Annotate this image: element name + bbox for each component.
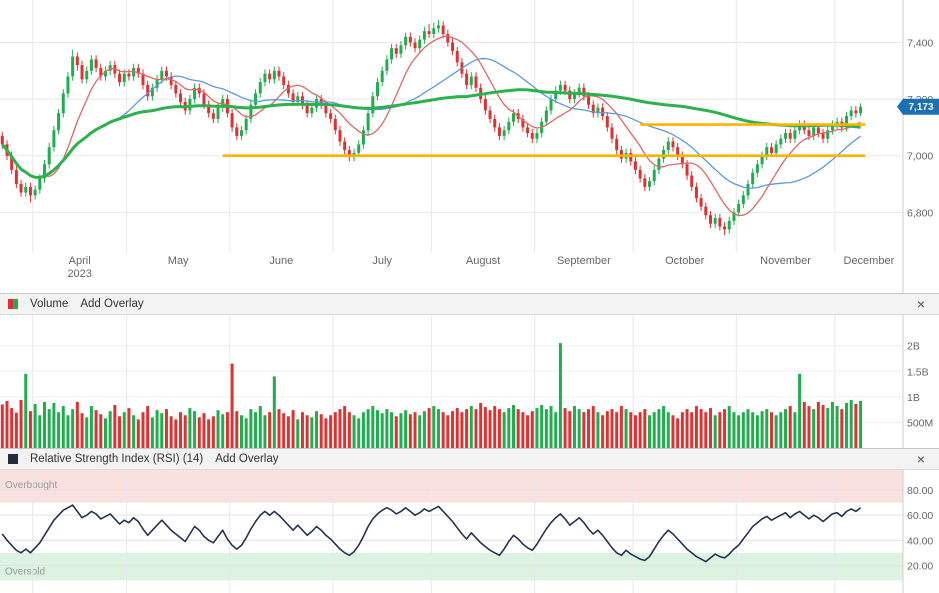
price-chart[interactable]: 7,4007,2007,0006,800April2023MayJuneJuly… xyxy=(0,0,939,293)
svg-text:20.00: 20.00 xyxy=(907,560,933,572)
svg-text:7,400: 7,400 xyxy=(907,37,933,49)
svg-text:500M: 500M xyxy=(907,417,933,429)
rsi-add-overlay-link[interactable]: Add Overlay xyxy=(215,453,279,465)
volume-panel-title: Volume xyxy=(30,298,69,310)
rsi-panel-header: Relative Strength Index (RSI) (14) Add O… xyxy=(0,448,939,470)
svg-text:1.5B: 1.5B xyxy=(907,366,929,378)
rsi-legend-icon xyxy=(8,454,18,464)
svg-text:6,800: 6,800 xyxy=(907,207,933,219)
svg-text:40.00: 40.00 xyxy=(907,535,933,547)
volume-chart[interactable]: 2B 1.5B 1B 500M xyxy=(0,315,939,448)
svg-text:May: May xyxy=(168,255,189,267)
svg-text:7,173: 7,173 xyxy=(908,102,933,113)
svg-text:November: November xyxy=(760,255,811,267)
rsi-chart[interactable]: Overbought Oversold 80.00 60.00 40.00 20.00 xyxy=(0,470,939,593)
svg-text:June: June xyxy=(269,255,293,267)
svg-text:December: December xyxy=(844,255,895,267)
volume-close-icon[interactable]: × xyxy=(916,296,925,312)
svg-text:1B: 1B xyxy=(907,392,920,404)
svg-text:August: August xyxy=(466,255,500,267)
svg-text:April: April xyxy=(69,255,91,267)
svg-text:2B: 2B xyxy=(907,341,920,353)
svg-text:Overbought: Overbought xyxy=(5,480,57,491)
volume-panel-header: Volume Add Overlay × xyxy=(0,293,939,315)
svg-text:July: July xyxy=(372,255,392,267)
volume-legend-icon xyxy=(8,299,18,309)
svg-text:7,000: 7,000 xyxy=(907,151,933,163)
svg-text:Oversold: Oversold xyxy=(5,566,45,577)
svg-text:80.00: 80.00 xyxy=(907,485,933,497)
svg-text:60.00: 60.00 xyxy=(907,510,933,522)
svg-text:2023: 2023 xyxy=(67,268,91,280)
svg-text:September: September xyxy=(557,255,611,267)
rsi-close-icon[interactable]: × xyxy=(916,451,925,467)
svg-text:October: October xyxy=(665,255,704,267)
rsi-panel-title: Relative Strength Index (RSI) (14) xyxy=(30,453,204,465)
volume-add-overlay-link[interactable]: Add Overlay xyxy=(80,298,144,310)
